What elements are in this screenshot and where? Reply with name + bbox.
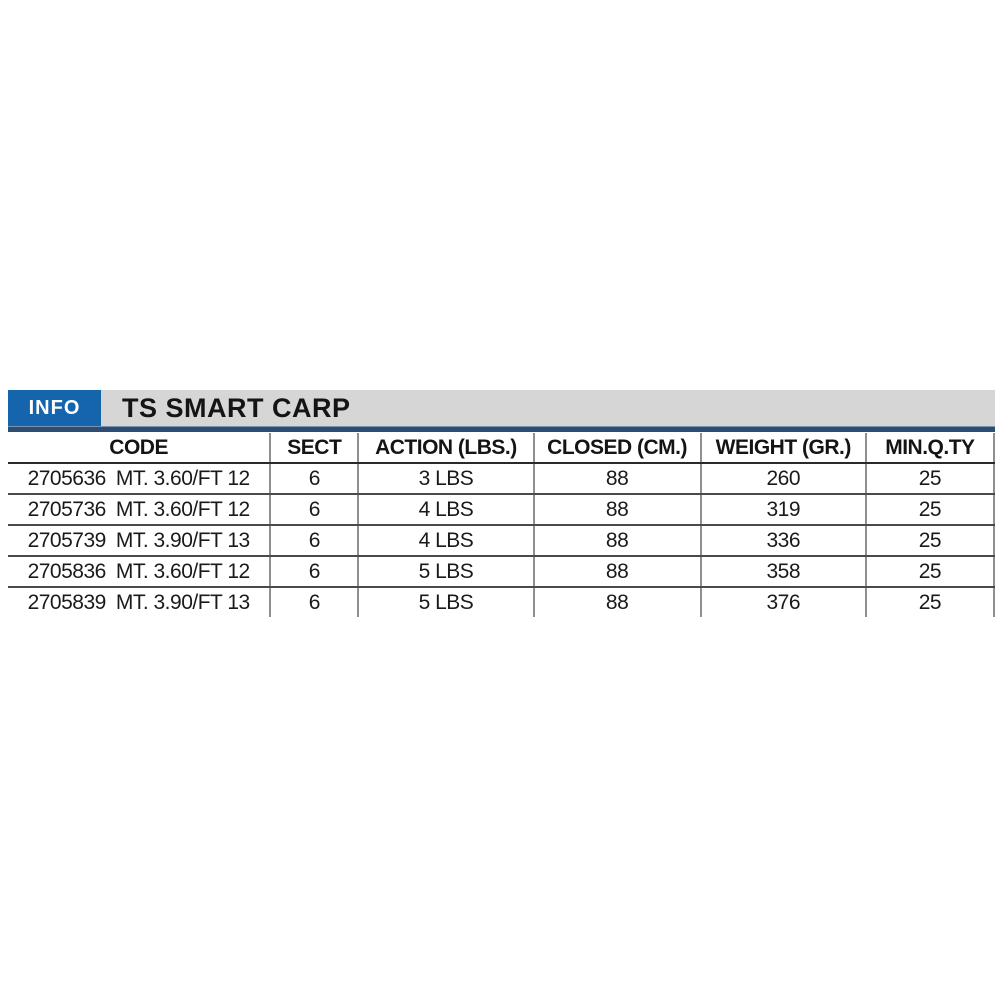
code-value: 2705739 xyxy=(27,528,107,552)
table-row: 2705836 MT. 3.60/FT 12 6 5 LBS 88 358 25 xyxy=(8,556,996,588)
divider-rule xyxy=(8,426,995,432)
weight-cell: 319 xyxy=(700,494,867,526)
column-header: CODE xyxy=(8,433,272,464)
weight-cell: 376 xyxy=(700,587,867,617)
sect-cell: 6 xyxy=(270,494,360,526)
minqty-cell: 25 xyxy=(865,525,996,557)
weight-cell: 358 xyxy=(700,556,867,588)
action-cell: 4 LBS xyxy=(358,494,535,526)
minqty-cell: 25 xyxy=(865,587,996,617)
table-row: 2705739 MT. 3.90/FT 13 6 4 LBS 88 336 25 xyxy=(8,525,996,557)
sect-cell: 6 xyxy=(270,463,360,495)
spec-table-body: 2705636 MT. 3.60/FT 12 6 3 LBS 88 260 25 270573… xyxy=(8,463,996,617)
spec-table: CODE SECT ACTION (LBS.) CLOSED (CM.) WEIGHT … xyxy=(8,433,996,617)
closed-cell: 88 xyxy=(533,587,702,617)
minqty-cell: 25 xyxy=(865,463,996,495)
code-value: 2705836 xyxy=(27,559,107,583)
title-bar: INFO TS SMART CARP xyxy=(8,390,995,426)
product-title: TS SMART CARP xyxy=(122,392,351,423)
action-cell: 5 LBS xyxy=(358,556,535,588)
closed-cell: 88 xyxy=(533,494,702,526)
code-cell: 2705736 MT. 3.60/FT 12 xyxy=(8,494,272,526)
title-bar-background: TS SMART CARP xyxy=(101,390,995,426)
weight-cell: 336 xyxy=(700,525,867,557)
code-cell: 2705636 MT. 3.60/FT 12 xyxy=(8,463,272,495)
spec-table-head: CODE SECT ACTION (LBS.) CLOSED (CM.) WEIGHT … xyxy=(8,433,996,464)
column-header: SECT xyxy=(270,433,360,464)
closed-cell: 88 xyxy=(533,525,702,557)
column-header: WEIGHT (GR.) xyxy=(700,433,867,464)
closed-cell: 88 xyxy=(533,463,702,495)
table-row: 2705736 MT. 3.60/FT 12 6 4 LBS 88 319 25 xyxy=(8,494,996,526)
product-spec-panel: INFO TS SMART CARP CODE SECT ACTION (LBS.)… xyxy=(8,390,996,617)
code-value: 2705636 xyxy=(27,466,107,490)
minqty-cell: 25 xyxy=(865,494,996,526)
action-cell: 5 LBS xyxy=(358,587,535,617)
size-value: MT. 3.60/FT 12 xyxy=(115,466,250,490)
closed-cell: 88 xyxy=(533,556,702,588)
minqty-cell: 25 xyxy=(865,556,996,588)
sect-cell: 6 xyxy=(270,556,360,588)
action-cell: 3 LBS xyxy=(358,463,535,495)
sect-cell: 6 xyxy=(270,525,360,557)
info-badge: INFO xyxy=(8,390,101,426)
code-cell: 2705739 MT. 3.90/FT 13 xyxy=(8,525,272,557)
size-value: MT. 3.60/FT 12 xyxy=(115,559,250,583)
size-value: MT. 3.90/FT 13 xyxy=(115,528,250,552)
table-row: 2705636 MT. 3.60/FT 12 6 3 LBS 88 260 25 xyxy=(8,463,996,495)
code-cell: 2705839 MT. 3.90/FT 13 xyxy=(8,587,272,617)
action-cell: 4 LBS xyxy=(358,525,535,557)
weight-cell: 260 xyxy=(700,463,867,495)
size-value: MT. 3.90/FT 13 xyxy=(115,590,250,614)
table-row: 2705839 MT. 3.90/FT 13 6 5 LBS 88 376 25 xyxy=(8,587,996,617)
sect-cell: 6 xyxy=(270,587,360,617)
code-value: 2705736 xyxy=(27,497,107,521)
column-header: ACTION (LBS.) xyxy=(358,433,535,464)
code-cell: 2705836 MT. 3.60/FT 12 xyxy=(8,556,272,588)
size-value: MT. 3.60/FT 12 xyxy=(115,497,250,521)
column-header: MIN.Q.TY xyxy=(865,433,996,464)
column-header: CLOSED (CM.) xyxy=(533,433,702,464)
code-value: 2705839 xyxy=(27,590,107,614)
table-header-row: CODE SECT ACTION (LBS.) CLOSED (CM.) WEIGHT … xyxy=(8,433,996,464)
